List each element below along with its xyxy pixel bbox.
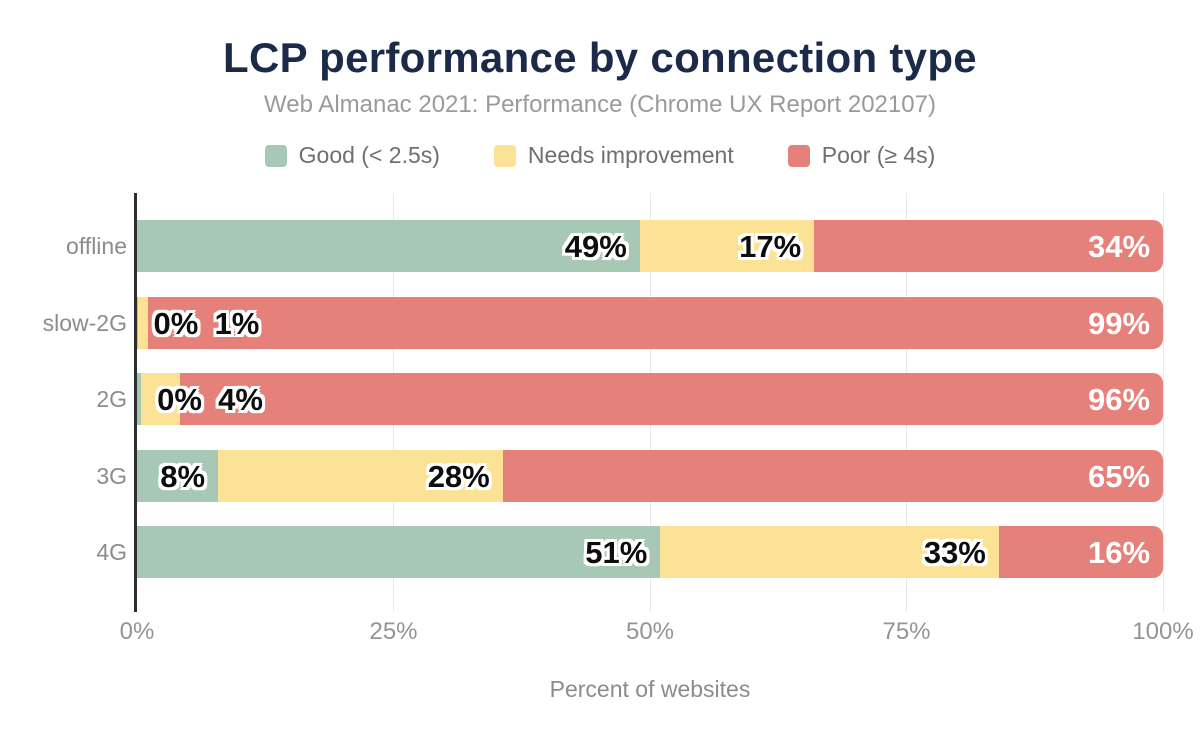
chart-title: LCP performance by connection type xyxy=(223,34,977,81)
plot-area: 49% 17% 34% 0% 1% 99% 0% 4% 96% 8% 28% 65% 51% 33% 16% xyxy=(134,193,1164,612)
legend-label: Needs improvement xyxy=(527,142,734,168)
y-axis-line xyxy=(134,193,137,612)
chart-subtitle: Web Almanac 2021: Performance (Chrome UX… xyxy=(264,91,936,118)
bar-segment[interactable] xyxy=(180,373,1163,425)
bar-segment[interactable] xyxy=(998,526,1163,578)
bar-value-label: 8% xyxy=(160,458,206,494)
x-tick-label: 75% xyxy=(882,618,931,645)
bar-segment[interactable] xyxy=(218,449,503,502)
bar-value-label: 96% xyxy=(1088,382,1151,417)
x-tick-label: 0% xyxy=(119,618,155,645)
bar-value-label: 65% xyxy=(1088,458,1151,494)
bar-segment[interactable] xyxy=(660,526,999,578)
y-axis-label: 2G xyxy=(96,386,127,412)
x-tick-label: 50% xyxy=(625,618,675,645)
bar-row xyxy=(137,373,1163,425)
bar-row xyxy=(137,526,1163,578)
bar-value-label: 4% xyxy=(218,382,263,417)
bar-segment[interactable] xyxy=(137,220,640,272)
legend-item: Good (< 2.5s) xyxy=(264,142,440,169)
bar-segment[interactable] xyxy=(137,373,142,425)
bar-row xyxy=(137,296,1163,349)
y-axis-label: 4G xyxy=(96,539,127,565)
bar-value-label: 49% xyxy=(564,229,627,264)
bar-value-label: 17% xyxy=(739,229,802,264)
bar-value-label: 51% xyxy=(585,535,648,570)
bar-segment[interactable] xyxy=(137,449,219,502)
y-axis-label: offline xyxy=(66,233,127,259)
bar-segment[interactable] xyxy=(814,220,1163,272)
bar-segment[interactable] xyxy=(137,526,661,578)
bar-row xyxy=(137,449,1163,502)
legend-item: Poor (≥ 4s) xyxy=(787,142,936,169)
bar-segment[interactable] xyxy=(141,373,181,425)
bar-value-label: 16% xyxy=(1088,535,1151,570)
y-axis-label: 3G xyxy=(96,462,127,489)
legend-swatch xyxy=(787,144,810,167)
bar-value-label: 33% xyxy=(923,535,986,570)
legend-label: Poor (≥ 4s) xyxy=(821,142,936,168)
bar-segment[interactable] xyxy=(502,449,1163,502)
grid-line xyxy=(1162,193,1164,612)
bar-value-label: 0% xyxy=(153,305,199,341)
bar-row xyxy=(137,220,1163,272)
bar-segment[interactable] xyxy=(137,296,148,349)
bar-value-label: 99% xyxy=(1088,305,1151,341)
bar-value-label: 28% xyxy=(427,458,490,494)
bar-value-label: 1% xyxy=(214,305,260,341)
bar-value-label: 0% xyxy=(157,382,202,417)
bar-value-label: 34% xyxy=(1088,229,1151,264)
x-tick-label: 100% xyxy=(1132,618,1194,645)
legend-label: Good (< 2.5s) xyxy=(298,142,440,168)
bar-segment[interactable] xyxy=(147,296,1163,349)
x-axis-title: Percent of websites xyxy=(549,676,751,702)
legend-swatch xyxy=(493,144,516,167)
chart-legend: Good (< 2.5s) Needs improvement Poor (≥ 4s… xyxy=(0,142,1200,169)
y-axis-label: slow-2G xyxy=(42,309,127,336)
x-tick-label: 25% xyxy=(369,618,418,645)
bar-segment[interactable] xyxy=(639,220,815,272)
legend-swatch xyxy=(264,144,287,167)
bar-segment[interactable] xyxy=(137,296,138,349)
legend-item: Needs improvement xyxy=(493,142,734,169)
